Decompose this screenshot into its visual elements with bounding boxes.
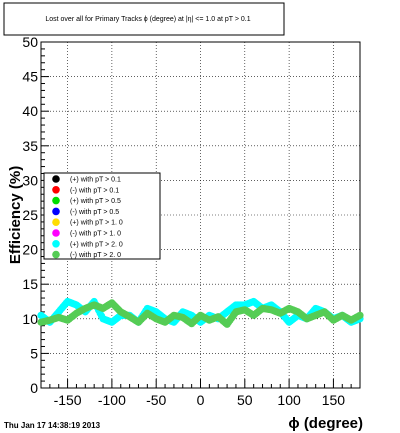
- y-tick-label: 40: [22, 103, 38, 119]
- x-tick-label: -50: [146, 392, 166, 408]
- y-tick-label: 20: [22, 242, 38, 258]
- data-point: [356, 311, 364, 319]
- y-tick-label: 25: [22, 207, 38, 223]
- legend-label: (-) with pT > 0.1: [70, 187, 119, 194]
- legend-label: (+) with pT > 1. 0: [70, 220, 123, 227]
- legend-marker: [52, 207, 60, 216]
- chart-title: Lost over all for Primary Tracks ϕ (degr…: [45, 16, 250, 23]
- y-tick-label: 15: [22, 276, 38, 292]
- legend-marker: [52, 229, 60, 237]
- y-tick-label: 50: [22, 34, 38, 50]
- data-series: [37, 297, 364, 328]
- axis-ticks: 0 5 10 15 20 25 30 35 40 45 50 -150 -100 -50 0 50 100 150: [22, 34, 361, 408]
- y-tick-label: 10: [22, 311, 38, 327]
- y-tick-label: 0: [30, 380, 38, 396]
- legend-label: (-) with pT > 2. 0: [70, 252, 121, 259]
- x-axis-title: ϕ (degree): [288, 415, 363, 432]
- legend: (+) with pT > 0.1 (-) with pT > 0.1 (+) wi…: [52, 175, 123, 259]
- legend-label: (-) with pT > 1. 0: [70, 231, 121, 238]
- legend-marker: [52, 240, 60, 248]
- legend-marker: [52, 175, 60, 183]
- legend-marker: [52, 218, 60, 226]
- legend-marker: [52, 196, 60, 205]
- x-tick-label: -100: [98, 392, 126, 408]
- title-box: [3, 2, 285, 36]
- legend-label: (+) with pT > 0.1: [70, 177, 121, 184]
- series-7: [37, 299, 364, 328]
- legend-label: (+) with pT > 0.5: [70, 198, 121, 205]
- legend-label: (+) with pT > 2. 0: [70, 241, 123, 248]
- x-tick-label: 0: [197, 392, 205, 408]
- legend-marker: [52, 186, 60, 194]
- footer-timestamp: Thu Jan 17 14:38:19 2013: [4, 421, 101, 430]
- y-tick-label: 35: [22, 138, 38, 154]
- y-tick-label: 30: [22, 172, 38, 188]
- x-tick-label: 100: [277, 392, 301, 408]
- x-tick-label: 150: [322, 392, 346, 408]
- y-axis-title: Efficiency (%): [7, 166, 24, 264]
- legend-box: [43, 172, 161, 260]
- y-tick-label: 45: [22, 69, 38, 85]
- x-tick-label: -150: [54, 392, 82, 408]
- legend-label: (-) with pT > 0.5: [70, 209, 119, 216]
- x-tick-label: 50: [237, 392, 253, 408]
- legend-marker: [52, 250, 60, 259]
- y-tick-label: 5: [30, 345, 38, 361]
